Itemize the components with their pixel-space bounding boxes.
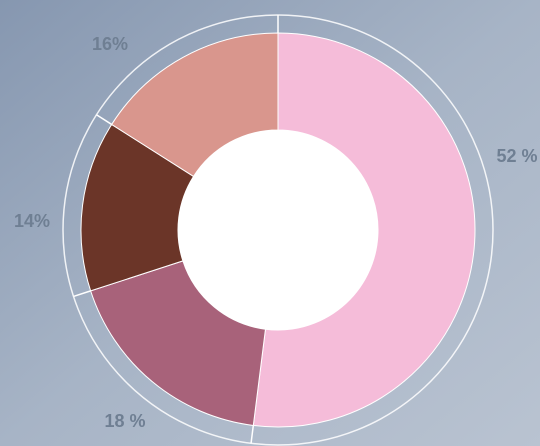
value-label: 18 % [104, 411, 145, 431]
value-label: 16% [92, 34, 128, 54]
donut-hole [178, 130, 378, 330]
chart: 52 % 18 % 14% 16% [0, 0, 540, 446]
value-label: 14% [14, 211, 50, 231]
value-label: 52 % [496, 146, 537, 166]
